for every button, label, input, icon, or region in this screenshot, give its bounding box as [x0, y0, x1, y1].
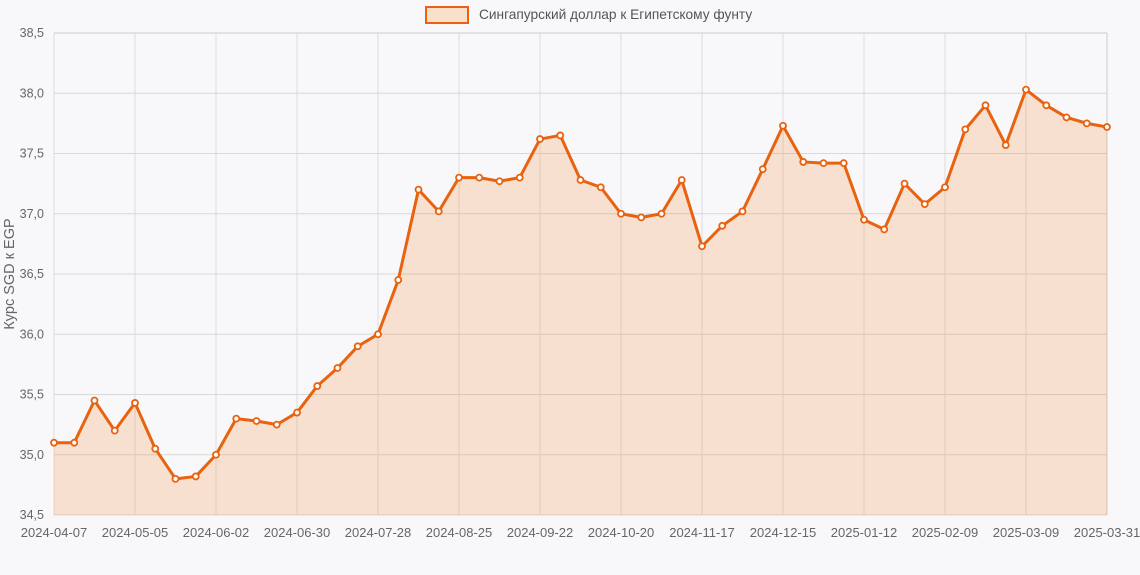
svg-text:35,5: 35,5 [20, 388, 44, 402]
svg-text:2024-06-30: 2024-06-30 [264, 525, 331, 540]
svg-text:37,5: 37,5 [20, 147, 44, 161]
svg-text:35,0: 35,0 [20, 448, 44, 462]
svg-text:Курс SGD к EGP: Курс SGD к EGP [2, 218, 18, 329]
svg-text:2024-07-28: 2024-07-28 [345, 525, 412, 540]
svg-text:38,5: 38,5 [20, 26, 44, 40]
svg-text:2024-09-22: 2024-09-22 [507, 525, 574, 540]
svg-text:38,0: 38,0 [20, 86, 44, 100]
svg-text:37,0: 37,0 [20, 207, 44, 221]
svg-text:2025-01-12: 2025-01-12 [831, 525, 898, 540]
svg-text:36,5: 36,5 [20, 267, 44, 281]
svg-text:2024-04-07: 2024-04-07 [21, 525, 88, 540]
svg-text:2025-02-09: 2025-02-09 [912, 525, 979, 540]
svg-text:2024-05-05: 2024-05-05 [102, 525, 169, 540]
svg-text:2025-03-09: 2025-03-09 [993, 525, 1060, 540]
svg-text:34,5: 34,5 [20, 508, 44, 522]
svg-text:2024-11-17: 2024-11-17 [669, 525, 735, 540]
svg-text:2024-10-20: 2024-10-20 [588, 525, 655, 540]
svg-text:2024-08-25: 2024-08-25 [426, 525, 493, 540]
svg-text:2024-12-15: 2024-12-15 [750, 525, 817, 540]
svg-text:Сингапурский доллар к Египетск: Сингапурский доллар к Египетскому фунту [479, 7, 752, 22]
svg-text:36,0: 36,0 [20, 327, 44, 341]
svg-text:2025-03-31: 2025-03-31 [1074, 525, 1140, 540]
svg-text:2024-06-02: 2024-06-02 [183, 525, 250, 540]
